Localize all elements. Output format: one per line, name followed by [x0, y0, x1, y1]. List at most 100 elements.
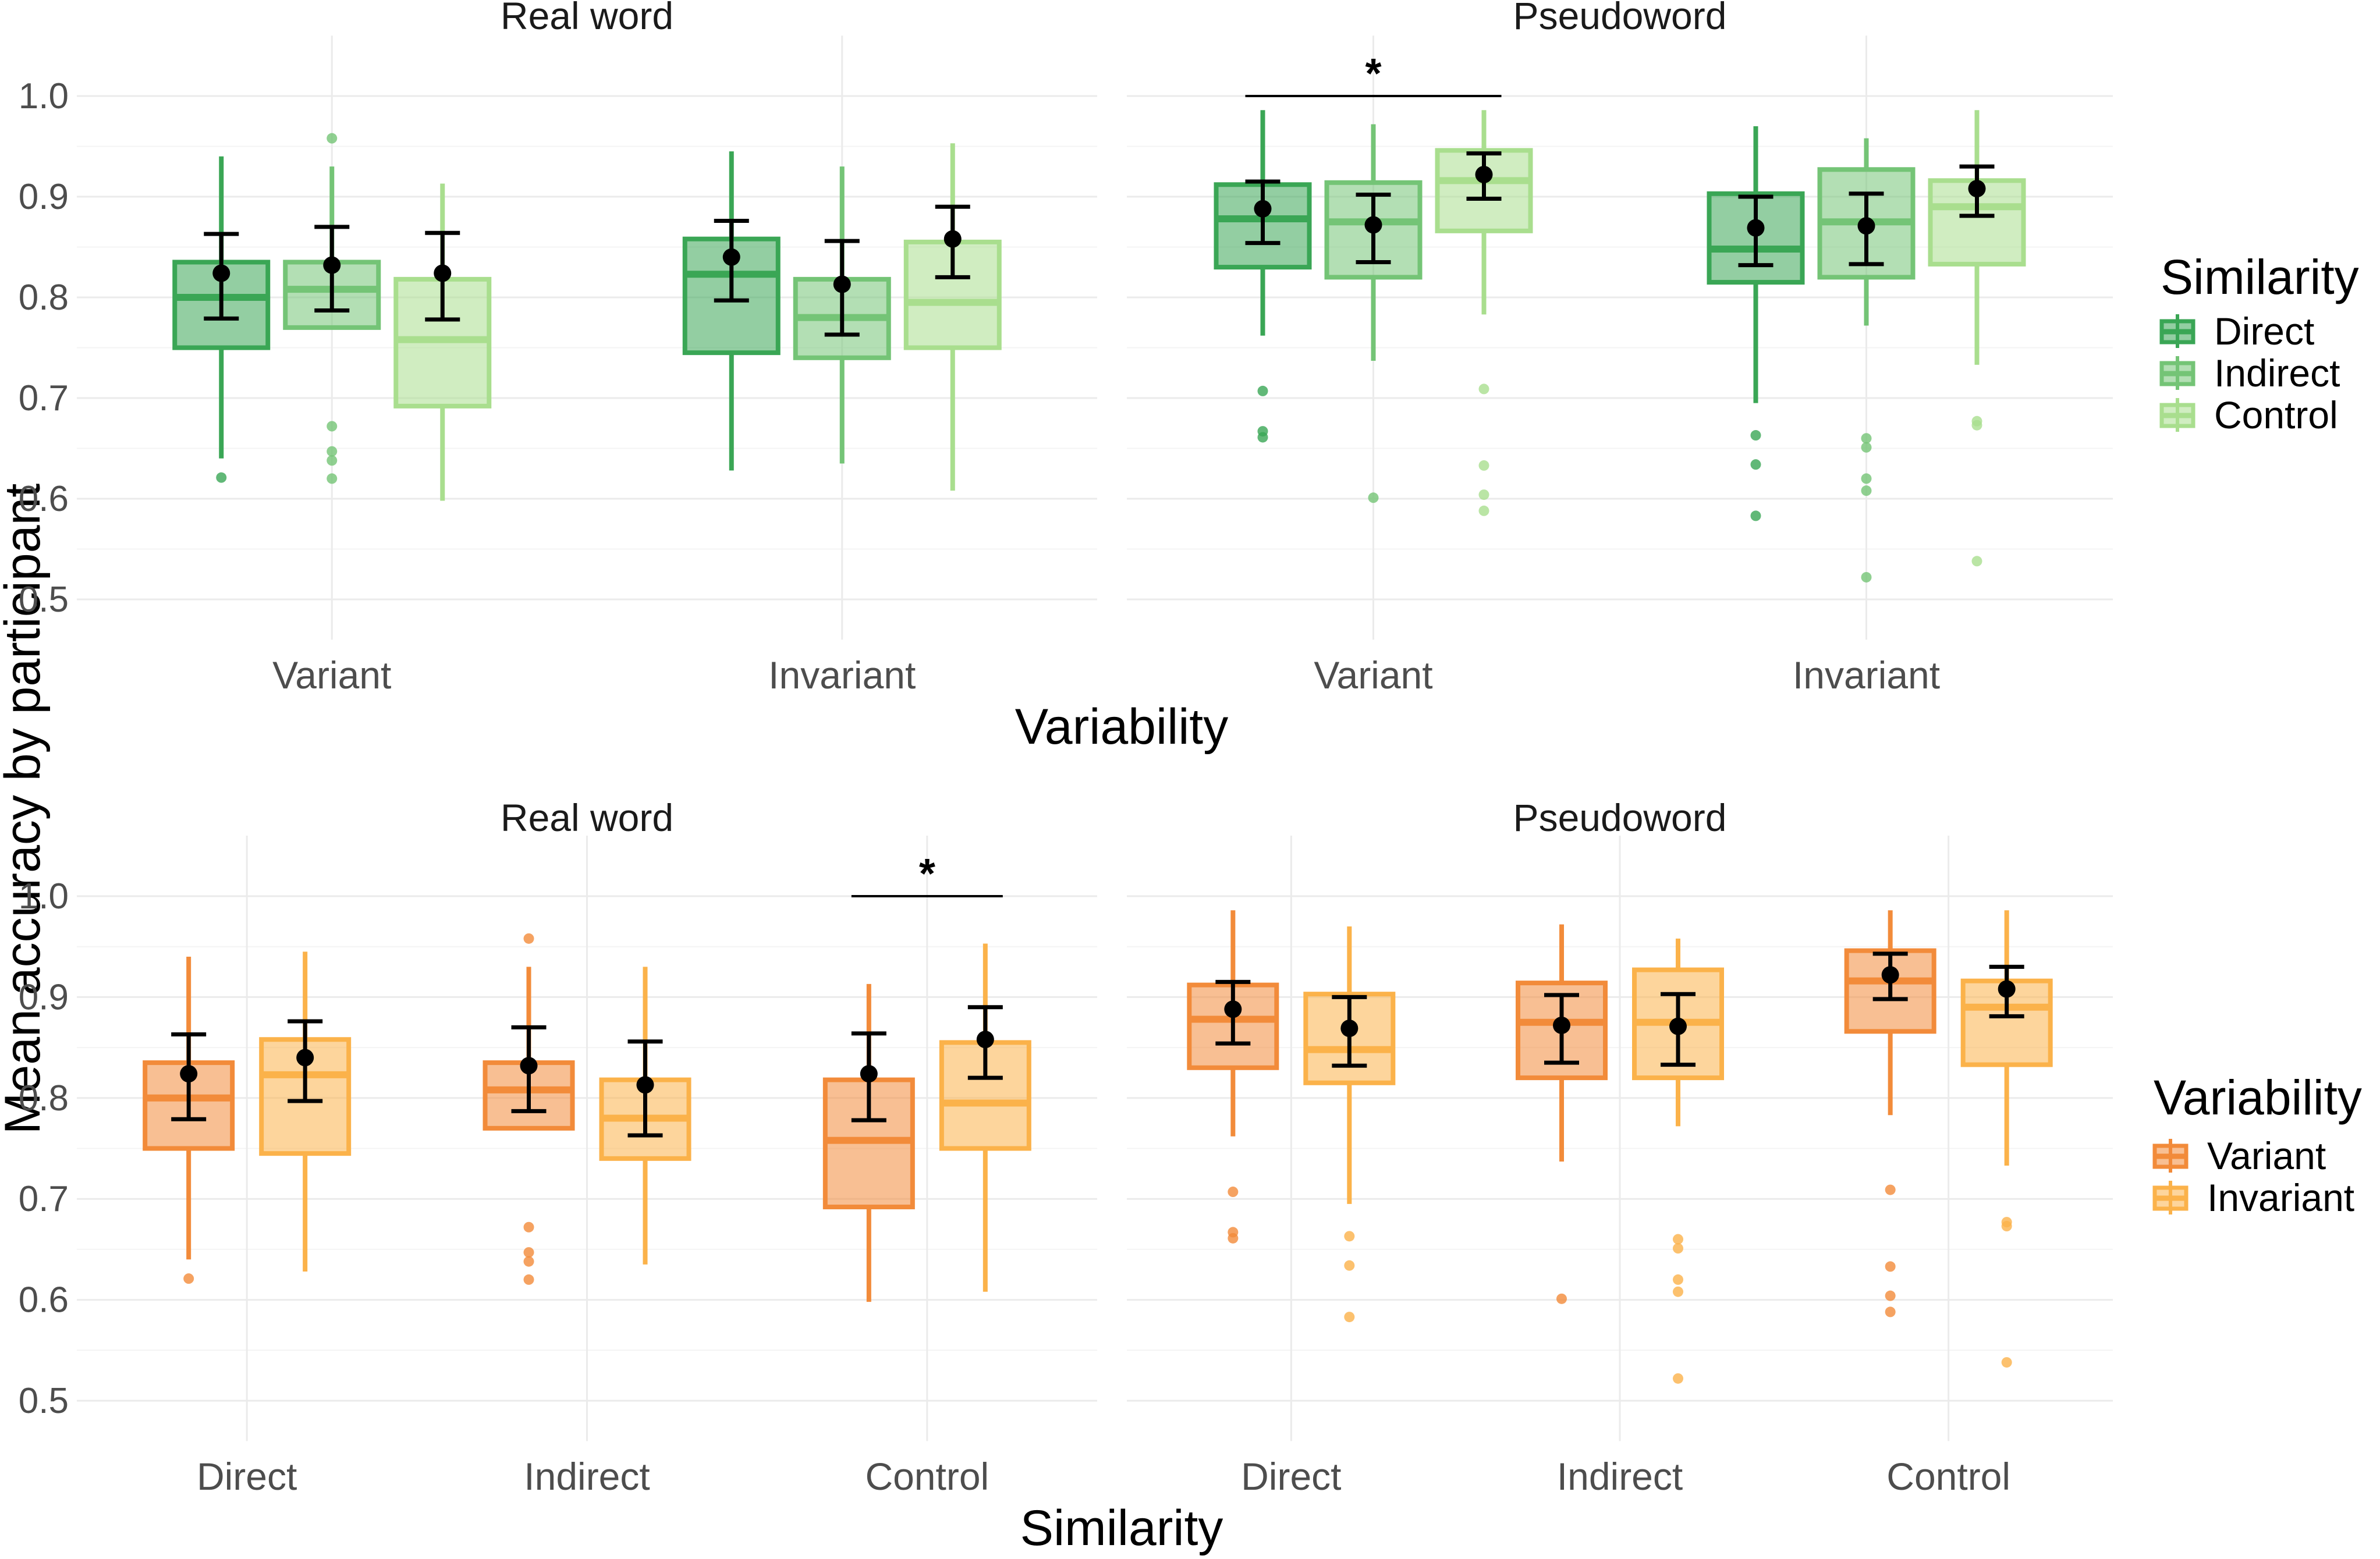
outlier-point — [1257, 432, 1268, 443]
outlier-point — [1861, 433, 1872, 444]
y-tick-label: 0.9 — [19, 177, 69, 217]
legend-label-variant: Variant — [2207, 1134, 2326, 1177]
x-axis-title: Similarity — [1020, 1500, 1223, 1556]
mean-point — [1553, 1016, 1570, 1034]
mean-point — [1254, 200, 1272, 218]
box-invariant-indirect — [1817, 138, 1916, 583]
outlier-point — [1750, 459, 1761, 470]
box-invariant-direct — [1707, 126, 1805, 521]
mean-point — [860, 1065, 878, 1083]
outlier-point — [1861, 485, 1872, 496]
outlier-point — [1861, 571, 1872, 583]
legend-label-invariant: Invariant — [2207, 1176, 2354, 1219]
y-tick-label: 0.8 — [19, 278, 69, 318]
outlier-point — [1556, 1293, 1567, 1304]
mean-point — [434, 264, 452, 282]
outlier-point — [1344, 1312, 1355, 1323]
mean-point — [1475, 165, 1493, 183]
outlier-point — [1257, 385, 1268, 396]
outlier-point — [523, 1221, 534, 1233]
outlier-point — [523, 1274, 534, 1285]
box-variant-indirect — [1324, 124, 1423, 503]
box-control-variant — [1844, 910, 1936, 1317]
y-tick-label: 0.7 — [19, 378, 69, 418]
y-tick-label: 0.5 — [19, 580, 69, 620]
outlier-point — [1861, 473, 1872, 484]
box-direct-variant — [143, 957, 235, 1284]
mean-point — [520, 1057, 538, 1075]
panel-title: Pseudoword — [1513, 0, 1727, 37]
mean-point — [1224, 1000, 1242, 1018]
outlier-point — [1971, 420, 1982, 431]
mean-point — [1998, 980, 2016, 998]
outlier-point — [1478, 489, 1489, 500]
x-tick-label: Indirect — [524, 1455, 650, 1498]
box-direct-invariant — [1303, 926, 1396, 1323]
outlier-point — [523, 1256, 534, 1267]
box-invariant-control — [903, 143, 1002, 491]
box-variant-indirect — [283, 133, 381, 484]
panel-pseudoword: Pseudoword Direct Indirect Control — [1127, 796, 2113, 1498]
box-indirect-variant — [1516, 924, 1608, 1304]
outlier-point — [327, 421, 338, 432]
box-indirect-invariant — [599, 967, 691, 1265]
box-variant-direct — [172, 156, 271, 483]
legend-label-control: Control — [2214, 393, 2338, 436]
outlier-point — [327, 455, 338, 466]
outlier-point — [1885, 1261, 1896, 1272]
outlier-point — [2001, 1357, 2012, 1368]
x-tick-label: Direct — [1241, 1455, 1341, 1498]
outlier-point — [327, 133, 338, 144]
mean-point — [1364, 216, 1382, 234]
panel-title: Real word — [501, 796, 673, 839]
box-control-invariant — [1960, 910, 2053, 1368]
outlier-point — [1673, 1234, 1683, 1245]
mean-point — [212, 264, 230, 282]
outlier-point — [1478, 460, 1489, 471]
box-variant-control — [1435, 110, 1533, 516]
mean-point — [180, 1065, 198, 1083]
outlier-point — [1885, 1290, 1896, 1301]
box-invariant-direct — [682, 151, 781, 471]
mean-point — [1340, 1020, 1359, 1038]
panel-real-word: Real word 0.5 0.6 0.7 0.8 0.9 1.0 Variant Invari… — [19, 0, 1097, 697]
outlier-point — [1750, 510, 1761, 521]
mean-point — [1857, 217, 1875, 235]
mean-point — [323, 256, 341, 274]
top-chart-row: Real word 0.5 0.6 0.7 0.8 0.9 1.0 Variant Invari… — [19, 0, 2359, 755]
x-tick-label: Control — [865, 1455, 989, 1498]
box-direct-invariant — [259, 951, 352, 1272]
x-tick-label: Invariant — [768, 654, 916, 697]
y-tick-label: 0.7 — [19, 1179, 69, 1219]
mean-point — [636, 1076, 654, 1094]
outlier-point — [216, 472, 227, 483]
outlier-point — [1478, 505, 1489, 516]
x-tick-label: Variant — [1314, 654, 1432, 697]
outlier-point — [183, 1273, 194, 1284]
outlier-point — [1861, 442, 1872, 453]
x-axis-title: Variability — [1015, 699, 1228, 755]
panel-title: Pseudoword — [1513, 796, 1727, 839]
y-tick-label: 1.0 — [19, 876, 69, 917]
panel-pseudoword: Pseudoword Variant Invariant * — [1127, 0, 2113, 697]
panel-title: Real word — [501, 0, 673, 37]
x-tick-label: Variant — [272, 654, 391, 697]
mean-point — [722, 248, 740, 266]
legend-title: Similarity — [2161, 250, 2359, 304]
outlier-point — [327, 446, 338, 457]
mean-point — [833, 275, 851, 293]
outlier-point — [523, 933, 534, 944]
y-axis-title: Mean accuracy by participant — [0, 484, 51, 1135]
box-direct-variant — [1187, 910, 1279, 1244]
outlier-point — [327, 473, 338, 484]
mean-point — [1747, 219, 1765, 237]
y-tick-label: 0.6 — [19, 479, 69, 519]
outlier-point — [1673, 1286, 1683, 1297]
outlier-point — [1228, 1233, 1239, 1244]
box-control-invariant — [939, 943, 1031, 1292]
x-tick-label: Control — [1886, 1455, 2010, 1498]
box-indirect-invariant — [1632, 938, 1724, 1384]
